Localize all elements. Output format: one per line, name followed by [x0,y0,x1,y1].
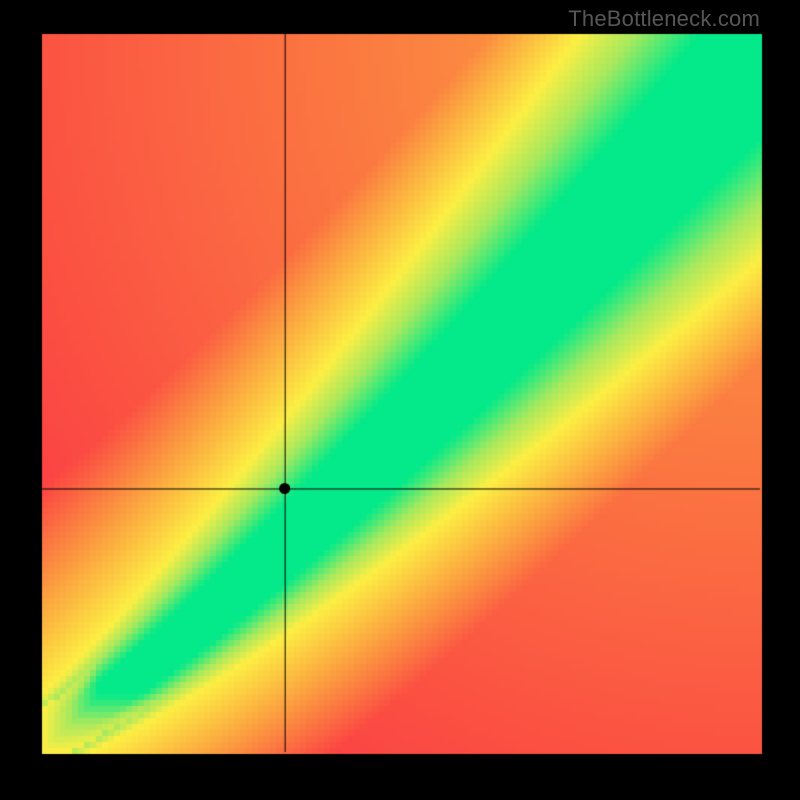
bottleneck-heatmap [0,0,800,800]
chart-container: TheBottleneck.com [0,0,800,800]
watermark-text: TheBottleneck.com [568,6,760,32]
